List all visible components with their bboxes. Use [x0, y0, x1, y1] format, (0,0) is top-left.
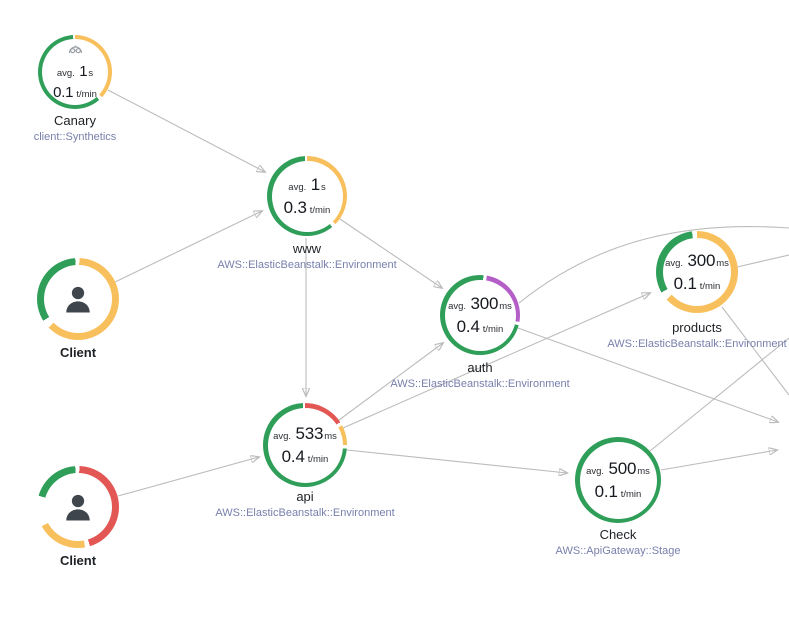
- avg-unit: ms: [637, 465, 650, 477]
- edge-client-top-www: [114, 211, 262, 283]
- avg-label: avg.: [586, 465, 605, 477]
- person-icon: [37, 466, 119, 548]
- node-products-metrics: avg. 300ms 0.1 t/min: [656, 231, 738, 313]
- edge-api-auth: [338, 343, 443, 421]
- node-name: Check: [599, 527, 637, 542]
- rate-unit: t/min: [309, 204, 331, 216]
- node-auth-metrics: avg. 300ms 0.4 t/min: [440, 275, 520, 355]
- edge-auth-offscreen-curve: [518, 226, 789, 304]
- edge-api-products: [342, 293, 650, 429]
- rate-value: 0.4: [456, 316, 480, 336]
- node-client-bottom[interactable]: [37, 466, 119, 548]
- edge-products-offscreen-1: [736, 254, 789, 268]
- node-canary-label: Canary client::Synthetics: [34, 113, 117, 143]
- rate-unit: t/min: [482, 323, 504, 335]
- status-ring: [263, 403, 347, 487]
- node-auth[interactable]: avg. 300ms 0.4 t/min: [440, 275, 520, 355]
- avg-unit: s: [88, 67, 94, 79]
- node-type: AWS::ElasticBeanstalk::Environment: [607, 338, 787, 350]
- avg-value: 300: [687, 250, 716, 270]
- node-name: Client: [59, 553, 97, 568]
- node-client-top[interactable]: [37, 258, 119, 340]
- node-www[interactable]: avg. 1s 0.3 t/min: [267, 156, 347, 236]
- rate-unit: t/min: [699, 280, 721, 292]
- node-client-top-label: Client: [60, 345, 96, 360]
- node-name: products: [672, 320, 722, 335]
- node-products[interactable]: avg. 300ms 0.1 t/min: [656, 231, 738, 313]
- node-www-metrics: avg. 1s 0.3 t/min: [267, 156, 347, 236]
- avg-value: 1: [310, 174, 320, 194]
- avg-unit: ms: [499, 300, 512, 312]
- node-canary[interactable]: avg. 1s 0.1 t/min: [38, 35, 112, 109]
- status-ring: [267, 156, 347, 236]
- node-api[interactable]: avg. 533ms 0.4 t/min: [263, 403, 347, 487]
- avg-value: 533: [295, 423, 324, 443]
- avg-unit: ms: [716, 257, 729, 269]
- node-type: AWS::ApiGateway::Stage: [555, 545, 681, 557]
- node-canary-metrics: avg. 1s 0.1 t/min: [38, 35, 112, 109]
- node-name: www: [292, 241, 322, 256]
- avg-unit: ms: [324, 430, 337, 442]
- avg-value: 300: [470, 293, 499, 313]
- node-check-metrics: avg. 500ms 0.1 t/min: [575, 437, 661, 523]
- rate-unit: t/min: [307, 453, 329, 465]
- avg-value: 1: [79, 62, 88, 80]
- person-icon: [37, 258, 119, 340]
- rate-unit: t/min: [620, 488, 642, 500]
- node-name: auth: [467, 360, 493, 375]
- rate-value: 0.4: [281, 446, 305, 466]
- node-type: AWS::ElasticBeanstalk::Environment: [217, 259, 397, 271]
- avg-label: avg.: [448, 300, 467, 312]
- status-ring: [656, 231, 738, 313]
- edge-check-offscreen-1: [649, 337, 789, 452]
- node-name: api: [296, 489, 314, 504]
- node-type: client::Synthetics: [33, 131, 117, 143]
- edge-client-bottom-api: [117, 457, 259, 497]
- avg-unit: s: [320, 181, 326, 193]
- rate-value: 0.3: [283, 197, 307, 217]
- node-check-label: Check AWS::ApiGateway::Stage: [556, 527, 681, 557]
- avg-label: avg.: [56, 67, 75, 79]
- avg-label: avg.: [665, 257, 684, 269]
- node-products-label: products AWS::ElasticBeanstalk::Environm…: [607, 320, 786, 350]
- node-auth-label: auth AWS::ElasticBeanstalk::Environment: [390, 360, 569, 390]
- avg-value: 500: [608, 458, 637, 478]
- node-name: Canary: [54, 113, 96, 128]
- edge-www-auth: [339, 218, 442, 288]
- status-ring: [575, 437, 661, 523]
- edge-api-check: [346, 449, 567, 473]
- node-www-label: www AWS::ElasticBeanstalk::Environment: [217, 241, 396, 271]
- canary-icon: [67, 42, 84, 60]
- rate-unit: t/min: [76, 88, 97, 100]
- node-type: AWS::ElasticBeanstalk::Environment: [390, 378, 570, 390]
- node-client-bottom-label: Client: [60, 553, 96, 568]
- edge-auth-offscreen-right: [517, 327, 778, 422]
- node-api-label: api AWS::ElasticBeanstalk::Environment: [215, 489, 394, 519]
- node-type: AWS::ElasticBeanstalk::Environment: [215, 507, 395, 519]
- rate-value: 0.1: [594, 481, 618, 501]
- rate-value: 0.1: [673, 273, 697, 293]
- node-api-metrics: avg. 533ms 0.4 t/min: [263, 403, 347, 487]
- edge-canary-www: [107, 89, 265, 172]
- avg-label: avg.: [273, 430, 292, 442]
- avg-label: avg.: [288, 181, 307, 193]
- rate-value: 0.1: [53, 83, 74, 101]
- node-name: Client: [59, 345, 97, 360]
- node-check[interactable]: avg. 500ms 0.1 t/min: [575, 437, 661, 523]
- edge-check-offscreen-2: [660, 450, 777, 471]
- edge-products-offscreen-2: [721, 306, 789, 396]
- status-ring: [440, 275, 520, 355]
